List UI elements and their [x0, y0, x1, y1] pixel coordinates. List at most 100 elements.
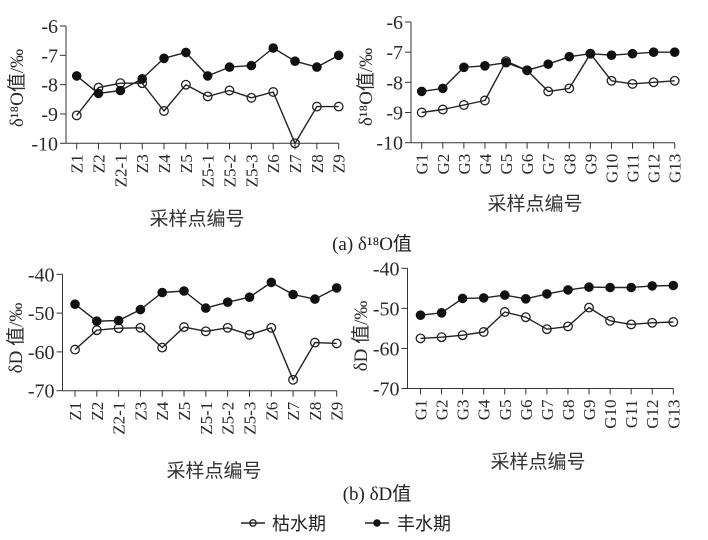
x-tick-label: Z9 [330, 154, 349, 173]
data-point-wet-season [563, 285, 573, 295]
x-tick-label: Z2-1 [111, 154, 130, 187]
series-line-wet-season [76, 47, 340, 95]
data-point-wet-season [669, 47, 680, 58]
x-tick-label: G1 [412, 400, 431, 421]
y-tick-label: -10 [376, 133, 403, 155]
data-point-wet-season [179, 286, 189, 296]
data-point-wet-season [201, 303, 211, 313]
data-point-dry-season [543, 86, 554, 97]
data-point-dry-season [180, 79, 191, 90]
data-point-wet-season [522, 65, 532, 76]
y-tick-label: -50 [373, 298, 400, 320]
data-point-dry-season [309, 337, 320, 348]
x-tick-label: G10 [602, 154, 621, 183]
data-point-dry-season [159, 106, 169, 116]
x-tick-label: Z5-2 [221, 154, 240, 187]
x-axis-title: 采样点编号 [166, 460, 261, 482]
x-axis-title: 采样点编号 [490, 451, 585, 473]
data-point-wet-season [668, 280, 679, 291]
y-tick-label: -8 [41, 75, 58, 97]
data-point-wet-season [137, 74, 147, 84]
x-tick-label: Z2 [88, 402, 107, 421]
data-point-dry-season [135, 322, 146, 333]
data-point-dry-season [222, 322, 233, 333]
x-tick-label: Z8 [308, 154, 327, 173]
x-tick-label: G5 [496, 400, 515, 421]
y-axis-title: δD 值/‰ [350, 301, 372, 372]
data-point-wet-season [627, 48, 638, 59]
x-tick-label: G13 [664, 400, 683, 429]
data-point-dry-season [290, 138, 300, 149]
x-axis-title: 采样点编号 [149, 208, 244, 230]
data-point-wet-season [246, 60, 257, 71]
data-point-wet-season [244, 292, 255, 303]
series-line-wet-season [74, 281, 338, 322]
data-point-wet-season [416, 86, 427, 97]
x-tick-label: G10 [601, 400, 620, 429]
data-point-wet-season [415, 310, 426, 321]
y-tick-label: -50 [28, 303, 55, 325]
series-line-dry-season [76, 82, 339, 145]
data-point-wet-season [202, 71, 213, 81]
x-tick-label: Z3 [131, 402, 150, 421]
y-tick-label: -40 [373, 258, 400, 280]
x-tick-label: Z4 [155, 154, 174, 173]
data-point-wet-season [521, 294, 531, 304]
x-tick-label: Z6 [262, 402, 281, 421]
x-tick-label: G8 [559, 400, 578, 421]
plot-area: -40 -50 -60 -70 G1 G2 G3 G4 G5 G6 G7 G8 G9 G10 G11 G12 G… [373, 258, 683, 428]
x-tick-label: Z5-1 [197, 402, 216, 435]
x-tick-label: Z2-1 [110, 402, 129, 435]
data-point-wet-season [542, 289, 552, 299]
data-point-wet-season [331, 283, 342, 293]
data-point-dry-season [268, 87, 279, 97]
data-point-dry-season [647, 317, 658, 328]
data-point-dry-season [669, 75, 680, 86]
data-point-dry-season [416, 107, 427, 118]
x-tick-label: G6 [517, 400, 536, 421]
x-tick-label: Z5 [175, 402, 194, 421]
data-point-wet-season [585, 48, 596, 59]
data-point-wet-season [605, 282, 615, 293]
data-point-wet-season [157, 287, 167, 298]
data-point-dry-season [437, 104, 448, 115]
y-axis-title: δD 值/‰ [5, 303, 27, 374]
data-point-dry-season [224, 85, 235, 96]
legend-item-wet-season: 丰水期 [365, 514, 451, 535]
data-point-wet-season [93, 88, 104, 99]
series-line-dry-season [420, 306, 674, 340]
data-point-dry-season [288, 374, 299, 385]
y-tick-label: -7 [41, 45, 58, 67]
data-point-dry-season [627, 78, 638, 89]
x-tick-label: Z5 [177, 154, 196, 173]
data-point-wet-season [459, 62, 469, 73]
x-tick-label: G9 [581, 154, 600, 175]
x-tick-label: Z2 [90, 154, 109, 173]
open-circle-marker-icon [249, 519, 257, 527]
y-tick-label: -6 [386, 12, 403, 34]
data-point-wet-season [457, 293, 468, 304]
data-point-dry-season [71, 110, 82, 121]
data-point-dry-season [479, 95, 490, 106]
data-point-wet-season [222, 297, 233, 308]
x-tick-label: G12 [643, 400, 662, 429]
x-tick-label: G1 [413, 154, 432, 175]
filled-circle-marker-icon [373, 519, 381, 527]
data-point-wet-season [71, 71, 82, 81]
y-axis-title: δ¹⁸O值/‰ [6, 49, 28, 127]
series-line-dry-season [74, 326, 337, 381]
data-point-wet-season [478, 293, 489, 303]
data-point-dry-season [244, 329, 255, 340]
data-point-dry-season [311, 101, 322, 112]
data-point-wet-season [312, 62, 322, 72]
data-point-dry-season [606, 75, 617, 86]
data-point-wet-season [290, 56, 300, 67]
x-tick-label: Z8 [306, 402, 325, 421]
x-tick-label: G5 [497, 154, 516, 175]
x-axis-title: 采样点编号 [487, 193, 582, 215]
data-point-dry-season [266, 322, 277, 333]
x-tick-label: G7 [539, 153, 558, 174]
data-point-dry-season [668, 317, 679, 327]
